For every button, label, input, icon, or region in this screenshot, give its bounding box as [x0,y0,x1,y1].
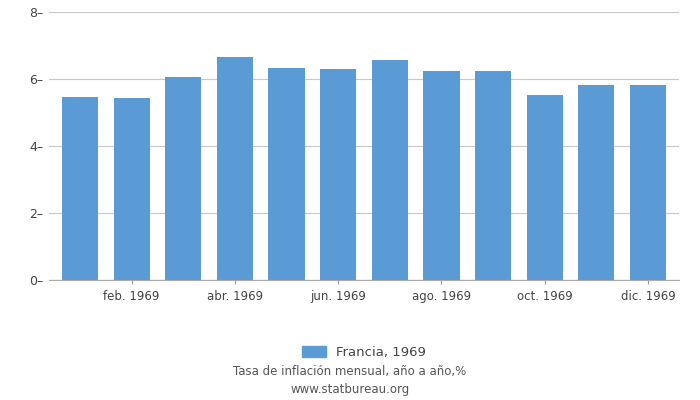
Legend: Francia, 1969: Francia, 1969 [302,346,426,359]
Bar [526,95,563,280]
Bar [217,56,253,280]
Text: www.statbureau.org: www.statbureau.org [290,384,410,396]
Bar [578,85,615,280]
Bar [165,77,202,280]
Bar [113,98,150,280]
Bar [372,60,408,280]
Text: Tasa de inflación mensual, año a año,%: Tasa de inflación mensual, año a año,% [233,366,467,378]
Bar [320,69,356,280]
Bar [630,85,666,280]
Bar [475,71,511,280]
Bar [424,71,459,280]
Bar [62,97,98,280]
Bar [269,68,304,280]
